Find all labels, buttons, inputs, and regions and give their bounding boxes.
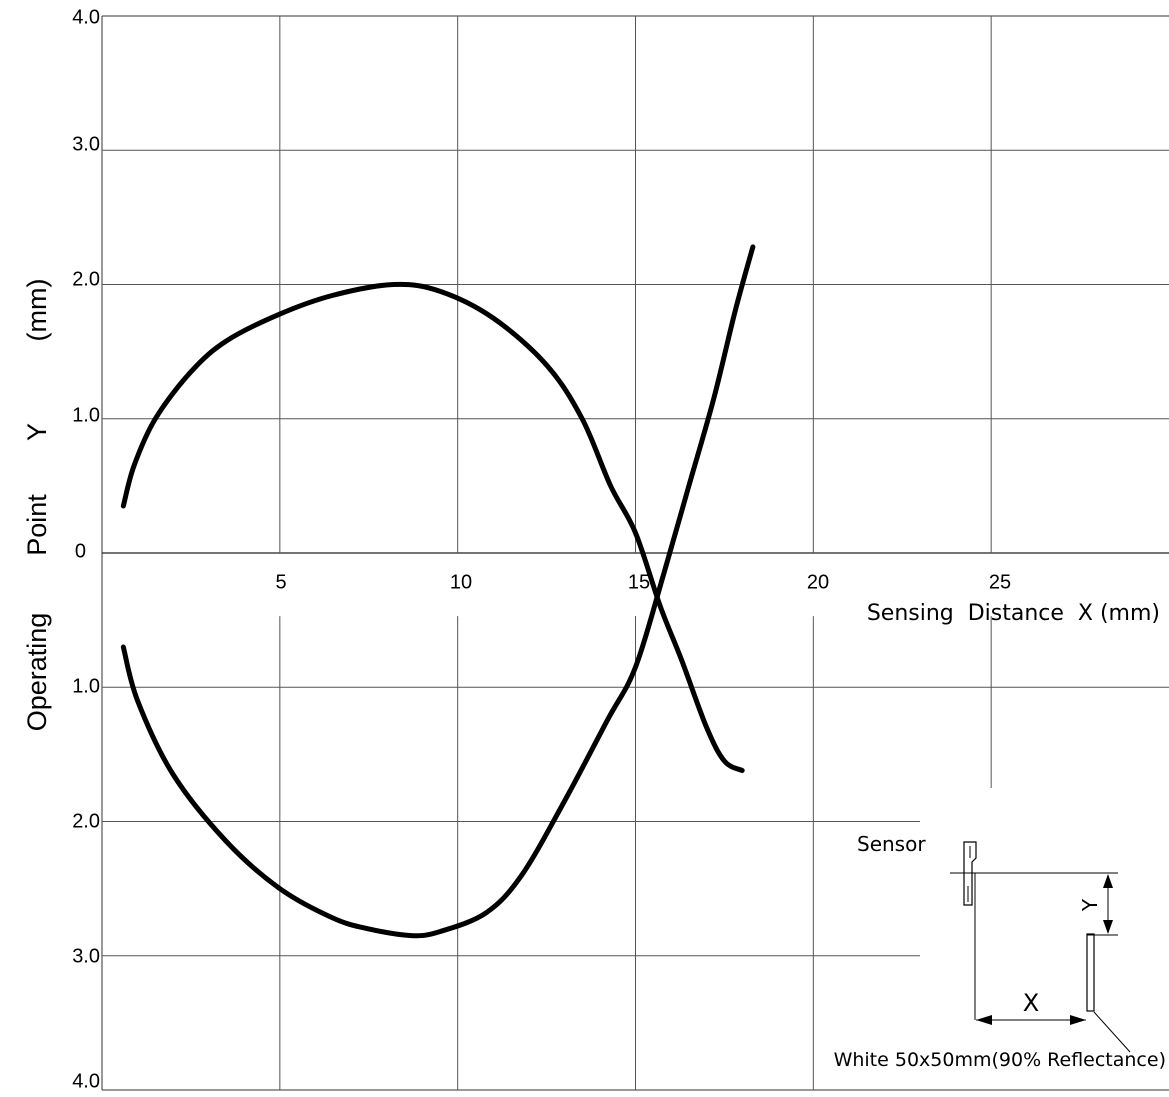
x-tick-5: 5 <box>275 571 286 593</box>
y-tick-bottom-2: 2.0 <box>72 810 100 832</box>
x-tick-10: 10 <box>450 571 472 593</box>
inset-y-label: Y <box>1078 898 1102 912</box>
y-tick-top-1: 1.0 <box>72 404 100 426</box>
inset-target-leader <box>1093 1011 1131 1053</box>
x-axis-label: Sensing Distance X (mm) <box>867 601 1160 626</box>
inset-x-arrow-right <box>1070 1015 1086 1025</box>
y-tick-zero: 0 <box>75 540 86 562</box>
series-line-1 <box>120 281 745 773</box>
series-line-2 <box>120 244 756 939</box>
inset-y-arrow-bottom <box>1103 920 1113 934</box>
inset-y-arrow-top <box>1103 874 1113 888</box>
grid <box>101 15 1169 1091</box>
inset-x-arrow-left <box>976 1015 992 1025</box>
inset-sensor-face <box>967 846 971 902</box>
inset-target-label: White 50x50mm(90% Reflectance) <box>834 1049 1166 1071</box>
series-group <box>120 244 756 939</box>
y-tick-top-3: 3.0 <box>72 133 100 155</box>
x-tick-15: 15 <box>628 571 650 593</box>
inset-sensor-label: Sensor <box>857 832 926 856</box>
inset-x-label: X <box>1023 989 1039 1017</box>
y-tick-bottom-3: 3.0 <box>72 945 100 967</box>
inset-background <box>920 818 1169 1046</box>
inset-target-plate <box>1086 933 1095 1012</box>
y-tick-top-4: 4.0 <box>72 6 100 28</box>
y-axis-label-operating: Operating <box>22 613 52 732</box>
x-tick-20: 20 <box>807 571 829 593</box>
x-tick-25: 25 <box>989 571 1011 593</box>
y-tick-bottom-4: 4.0 <box>72 1070 100 1092</box>
y-axis-label-point: Point <box>22 494 52 556</box>
y-tick-top-2: 2.0 <box>72 268 100 290</box>
inset-diagram: Sensor Y X White 50x50mm(90% Reflectance… <box>834 818 1169 1071</box>
y-axis-label-unit: (mm) <box>22 279 52 342</box>
inset-sensor-body <box>963 841 977 906</box>
y-tick-bottom-1: 1.0 <box>72 675 100 697</box>
y-axis-label-y: Y <box>22 423 52 441</box>
